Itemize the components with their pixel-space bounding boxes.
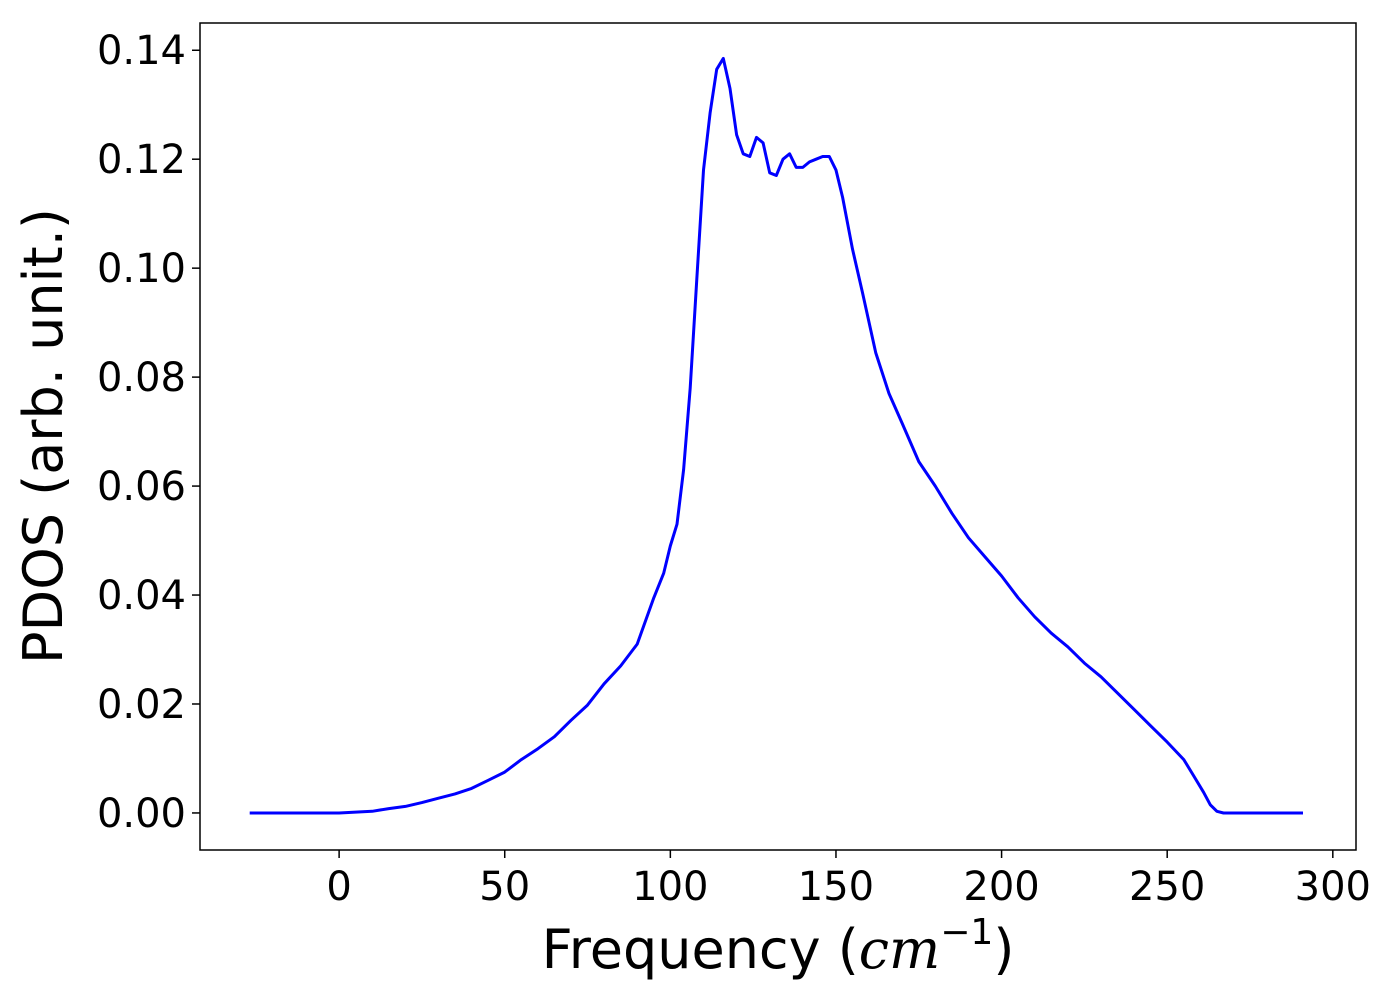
y-tick-label: 0.14 — [97, 28, 186, 74]
y-tick-label: 0.12 — [97, 137, 186, 183]
x-tick-label: 150 — [798, 864, 874, 910]
x-axis-label: Frequency (cm−1) — [542, 912, 1015, 981]
x-tick-label: 100 — [632, 864, 708, 910]
y-tick-label: 0.06 — [97, 464, 186, 510]
y-tick-label: 0.00 — [97, 791, 186, 837]
x-tick-label: 50 — [479, 864, 530, 910]
y-tick-label: 0.10 — [97, 246, 186, 292]
x-tick-label: 0 — [326, 864, 351, 910]
y-tick-label: 0.02 — [97, 682, 186, 728]
x-axis-label-close: ) — [993, 918, 1014, 981]
plot-frame — [199, 22, 1357, 851]
y-tick-label: 0.04 — [97, 573, 186, 619]
y-axis-ticks: 0.00 0.02 0.04 0.06 0.08 0.10 0.12 0.14 — [97, 28, 200, 837]
y-axis-label: PDOS (arb. unit.) — [12, 208, 75, 664]
y-tick-label: 0.08 — [97, 355, 186, 401]
x-tick-label: 200 — [963, 864, 1039, 910]
x-tick-label: 250 — [1129, 864, 1205, 910]
plot-area — [249, 56, 1303, 815]
x-tick-label: 300 — [1295, 864, 1371, 910]
x-axis-label-exponent: −1 — [940, 912, 993, 953]
x-axis-ticks: 0 50 100 150 200 250 300 — [326, 850, 1371, 910]
pdos-series-line-0 — [249, 56, 1303, 815]
